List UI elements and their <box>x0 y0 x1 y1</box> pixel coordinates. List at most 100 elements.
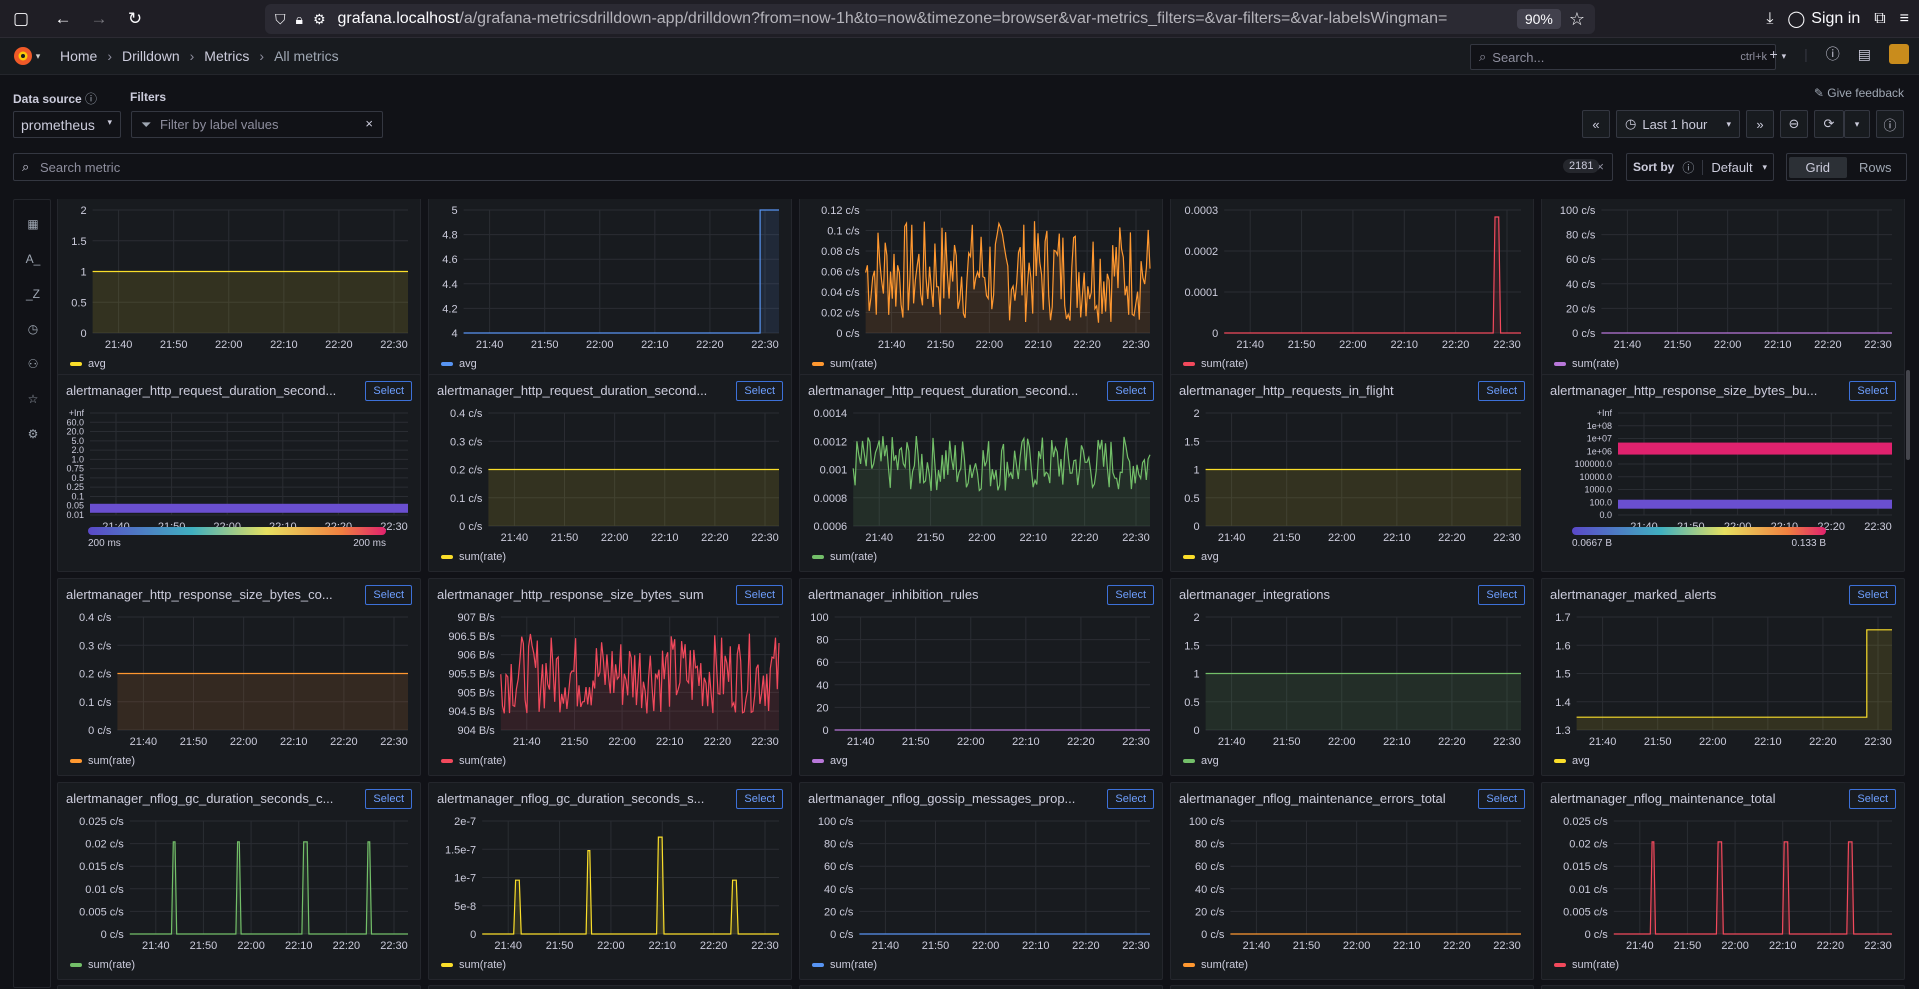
star-icon[interactable]: ☆ <box>27 391 39 406</box>
metrics-grid-icon[interactable]: ▦ <box>27 216 39 231</box>
settings-icon[interactable]: ⚙ <box>27 426 39 441</box>
scrollbar[interactable] <box>1906 370 1910 460</box>
select-button[interactable]: Select <box>1107 381 1154 401</box>
global-search[interactable]: ⌕ Search... ctrl+k <box>1470 44 1776 70</box>
select-button[interactable]: Select <box>1849 585 1896 605</box>
legend-item[interactable]: sum(rate) <box>1554 358 1619 370</box>
give-feedback-link[interactable]: ✎ Give feedback <box>1813 86 1904 100</box>
metric-panel[interactable]: alertmanager_nflog_gossip_messages_prop.… <box>799 782 1163 980</box>
select-button[interactable]: Select <box>365 789 412 809</box>
url-text[interactable]: grafana.localhost/a/grafana-metricsdrill… <box>337 10 1448 27</box>
time-shift-forward-button[interactable]: » <box>1746 110 1774 138</box>
select-button[interactable]: Select <box>365 585 412 605</box>
legend-item[interactable]: sum(rate) <box>441 959 506 971</box>
legend-item[interactable]: avg <box>70 358 106 370</box>
metric-panel[interactable]: 2 1.5 1 0.5 0 21:40 21:50 22:00 22:10 22:20 22:30 a… <box>57 199 421 379</box>
select-button[interactable]: Select <box>1849 381 1896 401</box>
filter-input[interactable]: ⏷ Filter by label values × <box>131 111 383 138</box>
metric-panel[interactable] <box>428 985 792 989</box>
add-new-button[interactable]: + ▾ <box>1769 46 1787 62</box>
view-grid-button[interactable]: Grid <box>1789 156 1847 178</box>
permissions-icon[interactable]: ⚙︎ <box>312 10 326 27</box>
legend-item[interactable]: sum(rate) <box>812 358 877 370</box>
metric-panel[interactable]: 5 4.8 4.6 4.4 4.2 4 21:40 21:50 22:00 22:10 22:20 2… <box>428 199 792 379</box>
legend-item[interactable]: avg <box>812 755 848 767</box>
select-button[interactable]: Select <box>365 381 412 401</box>
view-rows-button[interactable]: Rows <box>1858 159 1892 175</box>
select-button[interactable]: Select <box>736 789 783 809</box>
legend-item[interactable]: avg <box>1554 755 1590 767</box>
legend-item[interactable]: sum(rate) <box>812 959 877 971</box>
help-icon[interactable]: ⓘ <box>1825 46 1840 62</box>
metric-panel[interactable]: 0.0003 0.0002 0.0001 0 21:40 21:50 22:00 22:10 2… <box>1170 199 1534 379</box>
legend-item[interactable]: sum(rate) <box>812 551 877 563</box>
breadcrumb-metrics[interactable]: Metrics <box>204 48 250 64</box>
metric-panel[interactable]: alertmanager_nflog_maintenance_total Sele… <box>1541 782 1905 980</box>
sign-in-button[interactable]: ◯ Sign in <box>1787 10 1861 28</box>
metric-panel[interactable]: 100 c/s 80 c/s 60 c/s 40 c/s 20 c/s 0 c/s 21:4… <box>1541 199 1905 379</box>
metric-panel[interactable]: alertmanager_nflog_gc_duration_seconds_c… <box>57 782 421 980</box>
address-bar[interactable]: ⛉ 🔒︎ ⚙︎ grafana.localhost/a/grafana-metr… <box>265 4 1595 34</box>
grafana-menu-button[interactable]: ▾ <box>6 41 46 71</box>
select-button[interactable]: Select <box>1478 381 1525 401</box>
metric-panel[interactable]: alertmanager_http_request_duration_secon… <box>57 374 421 572</box>
metric-panel[interactable]: alertmanager_nflog_gc_duration_seconds_s… <box>428 782 792 980</box>
metric-panel[interactable] <box>799 985 1163 989</box>
legend-item[interactable]: avg <box>1183 755 1219 767</box>
sort-by-control[interactable]: Sort by ⓘ Default ▾ <box>1626 153 1774 181</box>
clear-search-icon[interactable]: × <box>1596 159 1604 174</box>
metric-panel[interactable]: alertmanager_nflog_maintenance_errors_to… <box>1170 782 1534 980</box>
metric-panel[interactable]: alertmanager_http_response_size_bytes_co… <box>57 578 421 776</box>
downloads-icon[interactable]: ⤓ <box>1766 10 1774 27</box>
back-icon[interactable]: ← <box>54 8 72 28</box>
forward-icon[interactable]: → <box>90 8 108 28</box>
hierarchy-icon[interactable]: ⚇ <box>27 356 39 371</box>
legend-item[interactable]: sum(rate) <box>70 755 135 767</box>
legend-item[interactable]: avg <box>441 358 477 370</box>
legend-item[interactable]: sum(rate) <box>1554 959 1619 971</box>
metric-panel[interactable]: alertmanager_http_requests_in_flight Sele… <box>1170 374 1534 572</box>
breadcrumb-home[interactable]: Home <box>60 48 98 64</box>
sidebar-toggle-icon[interactable]: ▢ <box>12 8 30 28</box>
metric-panel[interactable]: 0.12 c/s 0.1 c/s 0.08 c/s 0.06 c/s 0.04 c/s 0… <box>799 199 1163 379</box>
legend-item[interactable]: sum(rate) <box>1183 358 1248 370</box>
datasource-select[interactable]: prometheus ▾ <box>13 111 121 138</box>
lock-icon[interactable]: 🔒︎ <box>295 10 303 27</box>
menu-icon[interactable]: ≡ <box>1899 10 1909 27</box>
time-shift-back-button[interactable]: « <box>1582 110 1610 138</box>
legend-item[interactable]: sum(rate) <box>441 755 506 767</box>
label-z-icon[interactable]: _Z <box>25 286 40 301</box>
time-picker-button[interactable]: ◷ Last 1 hour ▾ <box>1616 110 1740 138</box>
legend-item[interactable]: sum(rate) <box>441 551 506 563</box>
search-metric-input[interactable]: ⌕ Search metric × <box>13 153 1613 181</box>
legend-item[interactable]: avg <box>1183 551 1219 563</box>
metric-panel[interactable]: alertmanager_inhibition_rules Select 100 80… <box>799 578 1163 776</box>
metric-panel[interactable]: alertmanager_http_request_duration_secon… <box>799 374 1163 572</box>
select-button[interactable]: Select <box>1107 789 1154 809</box>
info-button-icon[interactable]: ⓘ <box>1876 110 1904 138</box>
news-icon[interactable]: ▤ <box>1857 45 1871 62</box>
zoom-out-icon[interactable]: ⊖ <box>1780 110 1808 138</box>
metric-panel[interactable] <box>1170 985 1534 989</box>
select-button[interactable]: Select <box>736 585 783 605</box>
history-icon[interactable]: ◷ <box>27 321 39 336</box>
clear-filter-icon[interactable]: × <box>365 116 373 131</box>
shield-icon[interactable]: ⛉ <box>275 10 286 27</box>
legend-item[interactable]: sum(rate) <box>1183 959 1248 971</box>
zoom-level[interactable]: 90% <box>1516 9 1561 29</box>
select-button[interactable]: Select <box>1849 789 1896 809</box>
metric-panel[interactable]: alertmanager_http_response_size_bytes_bu… <box>1541 374 1905 572</box>
avatar[interactable] <box>1889 44 1909 64</box>
breadcrumb-drilldown[interactable]: Drilldown <box>122 48 180 64</box>
refresh-icon[interactable]: ⟳ <box>1814 110 1844 138</box>
metric-panel[interactable]: alertmanager_http_request_duration_secon… <box>428 374 792 572</box>
metric-panel[interactable]: alertmanager_marked_alerts Select 1.7 1.6 1.… <box>1541 578 1905 776</box>
label-a-icon[interactable]: A_ <box>25 251 41 266</box>
refresh-interval-chevron-icon[interactable]: ▾ <box>1844 110 1870 138</box>
metric-panel[interactable] <box>1541 985 1905 989</box>
select-button[interactable]: Select <box>1478 789 1525 809</box>
select-button[interactable]: Select <box>1107 585 1154 605</box>
select-button[interactable]: Select <box>1478 585 1525 605</box>
metric-panel[interactable]: alertmanager_integrations Select 2 1.5 1 0.5 0… <box>1170 578 1534 776</box>
sort-select[interactable]: Default <box>1702 159 1753 175</box>
